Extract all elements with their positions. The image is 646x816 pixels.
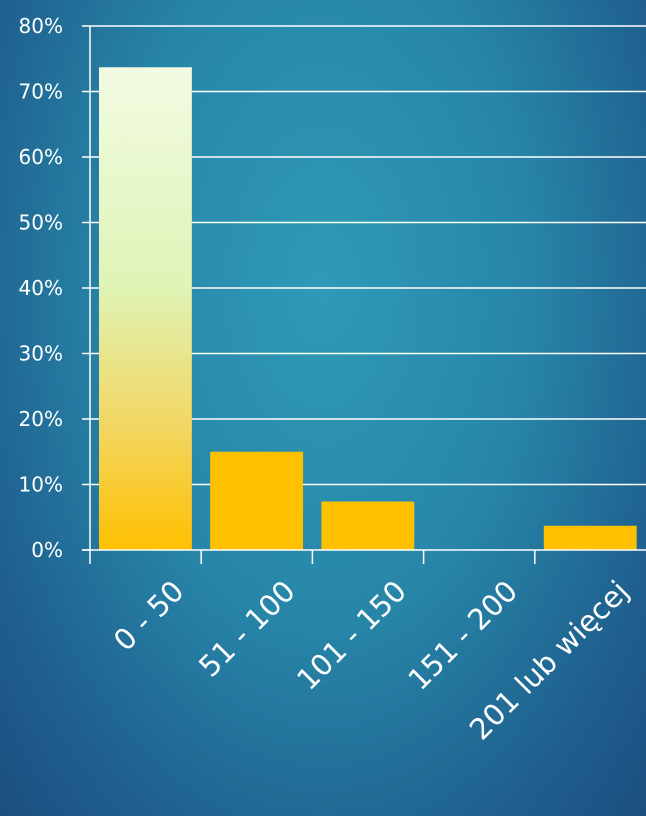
y-tick-label: 10% <box>19 473 63 497</box>
x-tick-label: 0 - 50 <box>107 574 191 658</box>
x-tick-label: 51 - 100 <box>192 574 302 684</box>
y-tick-label: 20% <box>19 407 63 431</box>
y-tick-label: 60% <box>19 145 63 169</box>
bar <box>543 525 637 550</box>
y-tick-label: 70% <box>19 80 63 104</box>
bars <box>99 67 637 550</box>
bar <box>99 67 192 550</box>
y-tick-label: 40% <box>19 276 63 300</box>
y-tick-label: 0% <box>31 538 63 562</box>
y-tick-label: 80% <box>19 14 63 38</box>
bar <box>210 451 304 550</box>
y-tick-labels: 0% 10% 20% 30% 40% 50% 60% 70% 80% <box>19 14 63 562</box>
x-tick-label: 101 - 150 <box>290 574 413 697</box>
y-tick-label: 30% <box>19 342 63 366</box>
axes <box>82 26 646 564</box>
y-tick-label: 50% <box>19 211 63 235</box>
bar <box>321 501 415 550</box>
